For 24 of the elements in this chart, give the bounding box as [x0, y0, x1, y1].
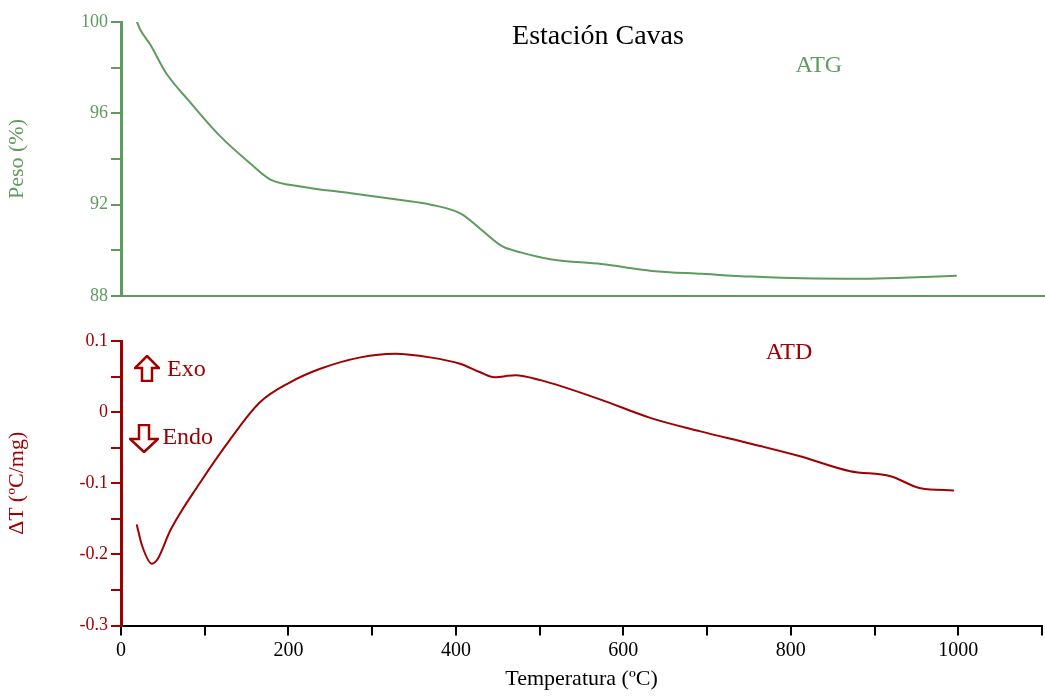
chart-title: Estación Cavas: [512, 19, 684, 51]
y-tick-label: 0: [99, 400, 108, 421]
x-axis-title: Temperatura (ºC): [505, 664, 658, 690]
y-tick-label: -0.3: [79, 614, 108, 635]
y-tick-label: 100: [81, 10, 108, 31]
y-tick-label: -0.1: [79, 472, 108, 493]
annotation: ATD: [765, 337, 813, 364]
y-tick-label: 88: [90, 284, 108, 305]
annotation: Endo: [162, 423, 214, 450]
x-tick-label: 400: [440, 637, 471, 660]
annotation: ATG: [795, 51, 843, 78]
x-tick-label: 600: [608, 637, 639, 660]
y-tick-label: -0.2: [79, 543, 108, 564]
y-tick-label: 0.1: [85, 329, 108, 350]
x-tick-label: 0: [116, 637, 126, 660]
y-tick-label: 92: [90, 193, 108, 214]
x-tick-label: 200: [273, 637, 304, 660]
y-tick-label: 96: [90, 102, 108, 123]
y-axis-title: ΔT (ºC/mg): [2, 431, 28, 535]
x-tick-label: 1000: [938, 637, 979, 660]
annotation: Exo: [167, 354, 206, 381]
line-series: [135, 22, 957, 280]
x-tick-label: 800: [775, 637, 806, 660]
y-axis-title: Peso (%): [2, 118, 28, 200]
